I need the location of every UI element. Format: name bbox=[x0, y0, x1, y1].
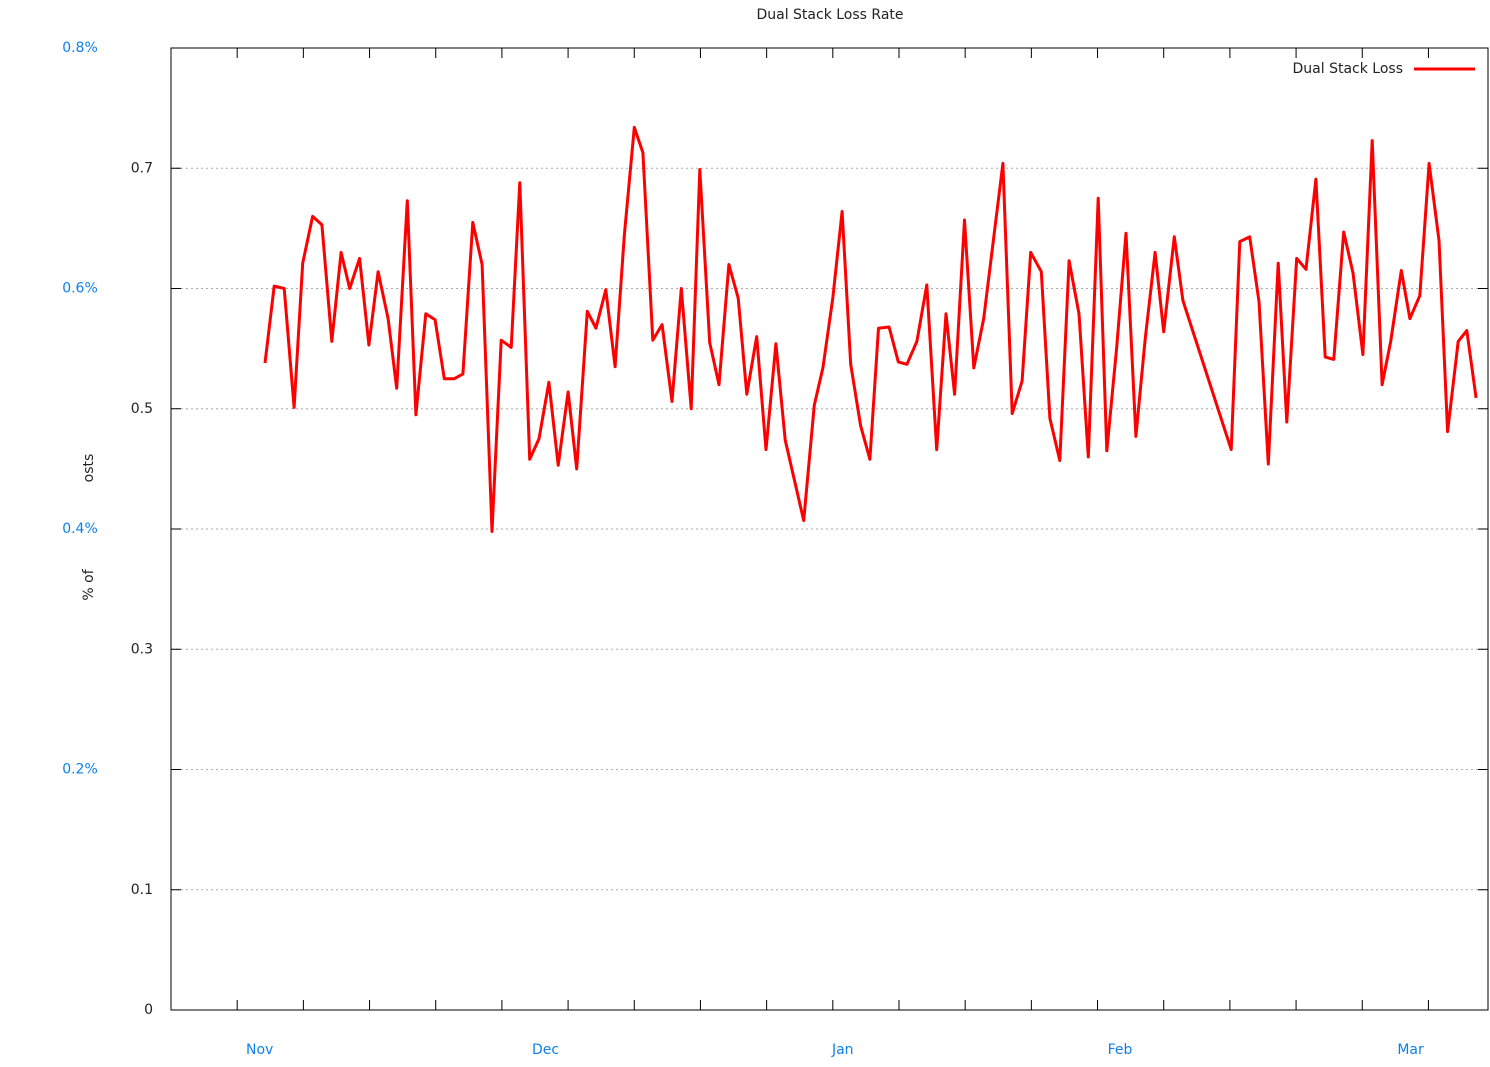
chart-title: Dual Stack Loss Rate bbox=[756, 7, 903, 23]
y-axis-label: % of bbox=[81, 568, 97, 600]
overlay-x-label: Jan bbox=[831, 1042, 854, 1058]
data-line bbox=[263, 125, 1478, 533]
overlay-x-label: Mar bbox=[1397, 1042, 1424, 1058]
legend-label: Dual Stack Loss bbox=[1293, 61, 1404, 77]
overlay-y-label: 0.8% bbox=[62, 40, 98, 56]
y-axis-label: osts bbox=[81, 454, 97, 483]
overlay-y-label: 0.6% bbox=[62, 281, 98, 297]
overlay-x-label: Nov bbox=[246, 1042, 273, 1058]
y-tick-label: 0.3 bbox=[131, 641, 153, 657]
y-tick-label: 0 bbox=[144, 1002, 153, 1018]
overlay-y-label: 0.4% bbox=[62, 521, 98, 537]
overlay-y-label: 0.2% bbox=[62, 762, 98, 778]
y-tick-label: 0.1 bbox=[131, 882, 153, 898]
overlay-x-label: Feb bbox=[1108, 1042, 1133, 1058]
y-tick-label: 0.7 bbox=[131, 160, 153, 176]
y-tick-label: 0.5 bbox=[131, 401, 153, 417]
plot-border bbox=[170, 47, 1489, 1011]
overlay-x-label: Dec bbox=[532, 1042, 559, 1058]
